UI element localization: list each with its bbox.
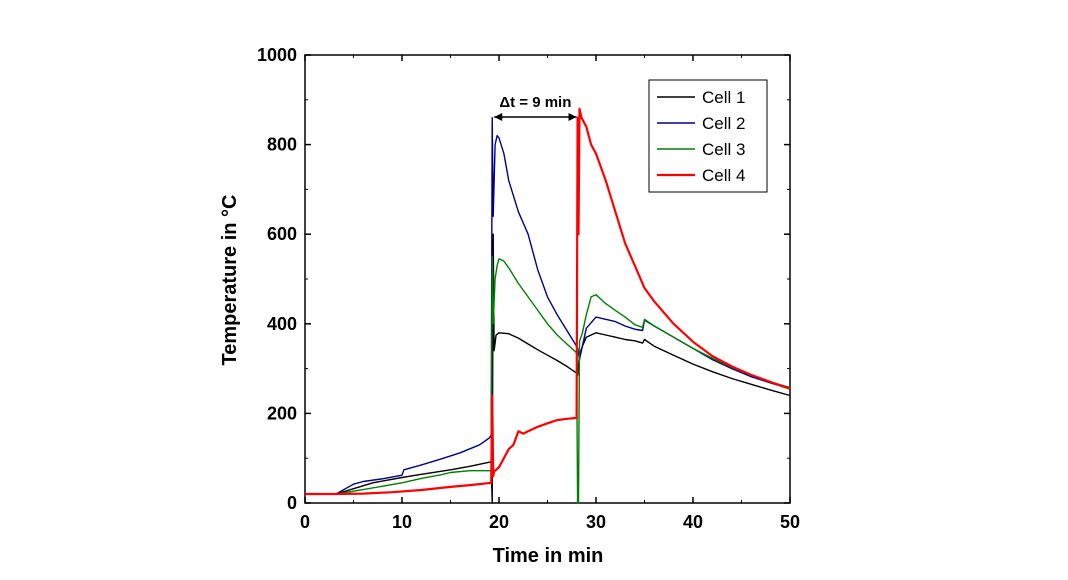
annotation-label: Δt = 9 min [499,94,571,111]
y-tick-label: 600 [267,224,297,244]
legend-label: Cell 1 [702,88,745,107]
annotation: Δt = 9 min [494,94,577,121]
y-axis-title: Temperature in °C [219,195,241,366]
series-line-cell-3 [305,255,791,504]
legend-label: Cell 2 [702,114,745,133]
x-tick-label: 20 [489,512,509,532]
y-tick-label: 800 [267,135,297,155]
x-axis: 0 10 20 30 40 50 [300,55,800,532]
x-axis-title: Time in min [493,545,604,567]
legend-label: Cell 4 [702,166,745,185]
legend-label: Cell 3 [702,140,745,159]
y-tick-label: 1000 [257,45,297,65]
y-tick-label: 0 [287,493,297,513]
legend: Cell 1 Cell 2 Cell 3 Cell 4 [648,79,768,193]
x-tick-label: 40 [683,512,703,532]
series-line-cell-4 [305,107,791,496]
annotation-arrowhead-right [568,112,577,121]
annotation-arrowhead-left [494,112,503,121]
series-line-cell-1 [305,233,791,504]
x-tick-label: 30 [586,512,606,532]
y-axis: 0 200 400 600 800 1000 [257,45,790,513]
series-layer [305,107,791,504]
x-tick-label: 10 [392,512,412,532]
y-tick-label: 200 [267,403,297,423]
x-tick-label: 50 [780,512,800,532]
y-tick-label: 400 [267,314,297,334]
legend-box [648,79,768,193]
x-tick-label: 0 [300,512,310,532]
